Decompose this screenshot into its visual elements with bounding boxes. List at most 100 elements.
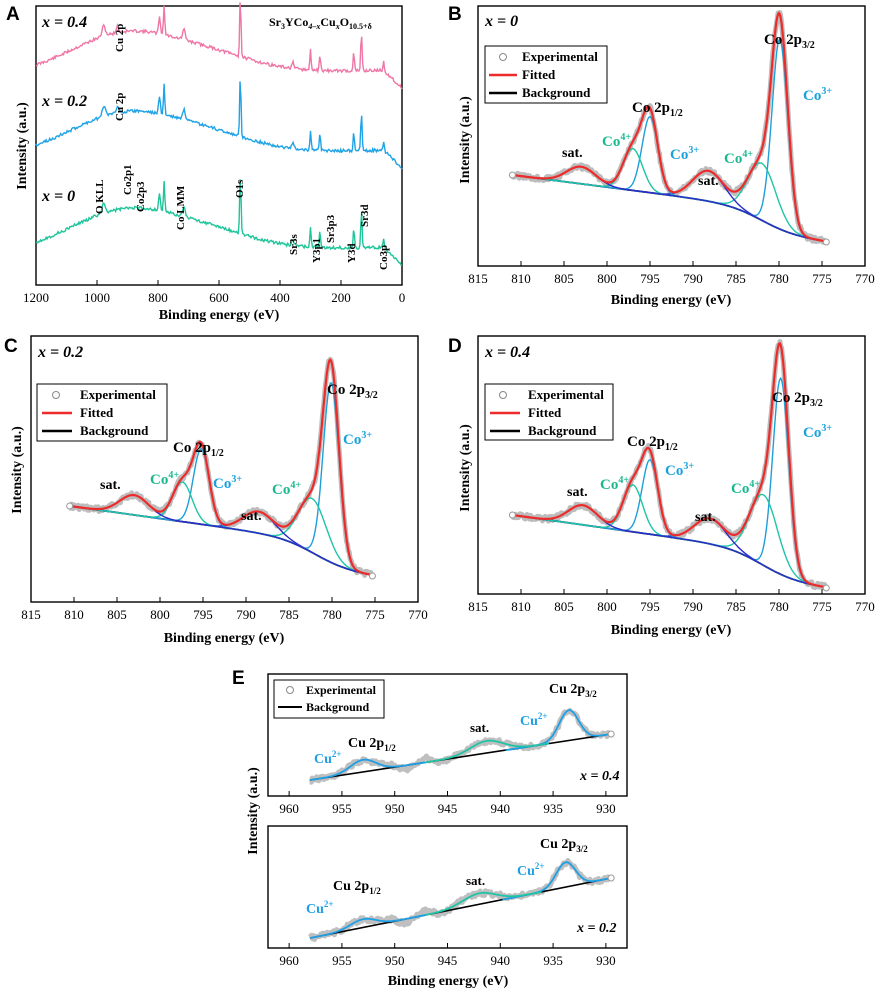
panel-c-co2p-chart: 815 810 805 800 795 790 785 780 775 770 Binding e… <box>10 335 428 646</box>
panel-letter-d: D <box>448 336 462 357</box>
x-tick-label: 770 <box>855 271 875 286</box>
x-tick-label: 1000 <box>84 290 110 305</box>
x-tick-label: 1200 <box>23 290 49 305</box>
panel-a-curves <box>35 2 403 266</box>
x-tick-label: 935 <box>543 801 563 816</box>
x-tick-label: 810 <box>64 607 84 622</box>
panel-b-co2p12-label: Co 2p1/2 <box>632 100 683 119</box>
panel-c-co4-label-2: Co4+ <box>272 480 301 498</box>
panel-b-co2p-chart: 815 810 805 800 795 790 785 780 775 770 Binding e… <box>458 5 875 308</box>
panel-b-co4-label-1: Co4+ <box>602 132 631 150</box>
x-tick-label: 950 <box>385 953 405 968</box>
peak-label-sr3s: Sr3s <box>288 234 300 256</box>
panel-d-y-label: Intensity (a.u.) <box>458 424 473 512</box>
x-tick-label: 785 <box>726 599 746 614</box>
cu-peak-component <box>310 914 426 939</box>
x-tick-label: 815 <box>468 599 488 614</box>
panel-c-co2p12-label: Co 2p1/2 <box>173 440 224 459</box>
panel-d-legend: Experimental Fitted Background <box>484 383 614 441</box>
panel-a-survey-chart: 1200 1000 800 600 400 200 0 Binding energy (eV… <box>15 2 405 323</box>
experimental-marker <box>822 584 830 592</box>
x-tick-label: 810 <box>511 271 531 286</box>
x-tick-label: 0 <box>399 290 406 305</box>
peak-label-sr3d: Sr3d <box>359 204 371 227</box>
cu-peak-component <box>415 891 542 918</box>
panel-e-top-cu2p12-label: Cu 2p1/2 <box>348 736 396 753</box>
legend-experimental: Experimental <box>522 49 598 64</box>
peak-label-o-kll: O KLL <box>94 179 106 214</box>
panel-e-top-cu2-label-1: Cu2+ <box>520 711 548 729</box>
cu-peak-component <box>310 758 426 781</box>
experimental-marker <box>368 572 376 580</box>
panel-e-x-label: Binding energy (eV) <box>388 974 509 989</box>
legend-fitted: Fitted <box>80 405 114 420</box>
x-tick-label: 955 <box>332 801 352 816</box>
x-tick-label: 940 <box>491 953 511 968</box>
panel-c-y-label: Intensity (a.u.) <box>10 426 25 514</box>
x-tick-label: 945 <box>438 801 458 816</box>
panel-b-x-ticks: 815 810 805 800 795 790 785 780 775 770 <box>468 261 875 286</box>
panel-e-bottom-cu2p12-label: Cu 2p1/2 <box>333 879 381 896</box>
x-tick-label: 790 <box>683 599 703 614</box>
panel-d-curves <box>508 339 830 592</box>
panel-d-sat-2: sat. <box>695 510 716 525</box>
panel-letter-c: C <box>4 336 18 357</box>
peak-label-y3p1: Y3p1 <box>311 238 323 263</box>
x-tick-label: 805 <box>554 271 574 286</box>
x-tick-label: 780 <box>322 607 342 622</box>
legend-background: Background <box>528 423 597 438</box>
panel-b-curves <box>508 10 830 246</box>
legend-fitted: Fitted <box>522 67 556 82</box>
panel-d-co4-label-1: Co4+ <box>600 475 629 493</box>
panel-e-top-cu2-label-2: Cu2+ <box>314 749 342 767</box>
panel-b-sat-2: sat. <box>698 174 719 189</box>
survey-line-xxxx0x4 <box>35 2 403 90</box>
panel-e-bottom-cu2-label-2: Cu2+ <box>306 899 334 917</box>
experimental-marker <box>66 502 74 510</box>
panel-b-title: x = 0 <box>484 13 518 30</box>
background-line <box>310 733 612 781</box>
panel-d-co4-label-2: Co4+ <box>731 479 760 497</box>
x-tick-label: 805 <box>554 599 574 614</box>
x-tick-label: 800 <box>148 290 168 305</box>
experimental-marker <box>607 730 615 738</box>
panel-e-top-cu2p32-label: Cu 2p3/2 <box>549 682 597 699</box>
x-tick-label: 790 <box>683 271 703 286</box>
experimental-marker <box>607 874 615 882</box>
panel-b-y-label: Intensity (a.u.) <box>458 96 473 184</box>
panel-a-formula: Sr3YCo4–xCuxO10.5+δ <box>269 15 372 31</box>
panel-c-frame <box>30 335 419 603</box>
panel-e-y-label: Intensity (a.u.) <box>246 767 261 855</box>
experimental-marker <box>508 171 516 179</box>
legend-background: Background <box>522 85 591 100</box>
panel-letter-e: E <box>232 668 245 689</box>
legend-background: Background <box>80 423 149 438</box>
fitted-envelope <box>512 11 826 243</box>
panel-c-co4-label-1: Co4+ <box>150 470 179 488</box>
panel-d-co2p12-label: Co 2p1/2 <box>627 434 678 453</box>
panel-c-co3-label-1: Co3+ <box>213 474 242 492</box>
panel-e-top-sat: sat. <box>470 720 489 735</box>
x-tick-label: 930 <box>596 953 616 968</box>
x-tick-label: 950 <box>385 801 405 816</box>
panel-e-top-title: x = 0.4 <box>579 769 619 784</box>
legend-experimental: Experimental <box>80 387 156 402</box>
panel-d-co3-label-2: Co3+ <box>803 423 832 441</box>
panel-letter-b: B <box>448 4 462 25</box>
x-tick-label: 940 <box>491 801 511 816</box>
sat-component-2p32 <box>512 514 827 588</box>
panel-b-co4-label-2: Co4+ <box>724 149 753 167</box>
x-tick-label: 930 <box>596 801 616 816</box>
panel-a-y-label: Intensity (a.u.) <box>15 102 30 190</box>
cu-peak-component <box>423 739 550 764</box>
peak-label-sr3p3: Sr3p3 <box>325 214 337 243</box>
x-tick-label: 960 <box>279 953 299 968</box>
panel-a-label-x02: x = 0.2 <box>41 93 87 110</box>
panel-b-co2p32-label: Co 2p3/2 <box>764 32 815 51</box>
panel-e-legend: Experimental Background <box>273 679 385 719</box>
panel-c-sat-1: sat. <box>100 478 121 493</box>
panel-d-title: x = 0.4 <box>484 344 530 361</box>
panel-c-x-ticks: 815 810 805 800 795 790 785 780 775 770 <box>21 597 428 622</box>
